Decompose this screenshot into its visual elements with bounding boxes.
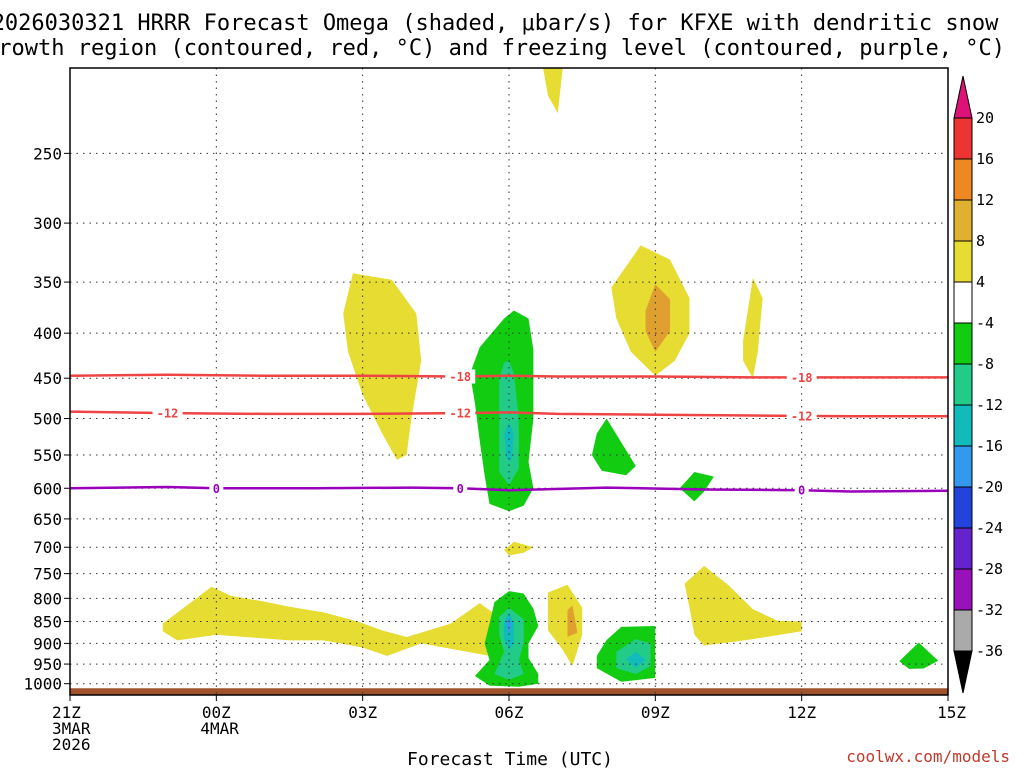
y-tick-label-950: 950 — [33, 655, 62, 674]
y-tick-label-650: 650 — [33, 510, 62, 529]
y-tick-label-750: 750 — [33, 565, 62, 584]
omega-region-12 — [504, 422, 514, 462]
y-tick-label-500: 500 — [33, 410, 62, 429]
colorbar-label--24: -24 — [976, 519, 1003, 537]
isotherm-label--12: -12 — [157, 407, 179, 421]
colorbar-segment--16 — [953, 404, 973, 447]
x-tick-label-0-1: 3MAR — [52, 719, 91, 738]
isotherm-line--18 — [70, 373, 948, 379]
colorbar-label--4: -4 — [976, 314, 994, 332]
colorbar-label--20: -20 — [976, 478, 1003, 496]
colorbar-label-8: 8 — [976, 232, 985, 250]
y-tick-label-900: 900 — [33, 634, 62, 653]
colorbar-label--28: -28 — [976, 560, 1003, 578]
ground-layer — [70, 688, 948, 695]
omega-region-0 — [543, 68, 563, 114]
omega-region-3 — [645, 284, 670, 352]
credit-text: coolwx.com/models — [846, 747, 1010, 766]
colorbar-segment--8 — [953, 322, 973, 365]
isotherm-label-0: 0 — [213, 482, 220, 496]
isotherm-label-0: 0 — [798, 484, 805, 498]
colorbar-segment--12 — [953, 363, 973, 406]
omega-region-21 — [626, 651, 646, 669]
y-tick-label-550: 550 — [33, 446, 62, 465]
isotherm-label-bg — [152, 406, 183, 421]
y-tick-label-800: 800 — [33, 589, 62, 608]
y-tick-label-300: 300 — [33, 214, 62, 233]
x-tick-label-18-0: 15Z — [937, 703, 966, 722]
isotherm-label--12: -12 — [449, 407, 471, 421]
colorbar-segment-4 — [953, 240, 973, 283]
omega-region-22 — [899, 642, 939, 669]
omega-region-7 — [548, 584, 583, 667]
colorbar-segment-8 — [953, 199, 973, 242]
omega-region-5 — [162, 586, 495, 657]
colorbar-segment--4 — [953, 281, 973, 324]
isotherm-label-bg — [786, 408, 817, 423]
isotherm-label-bg — [453, 481, 468, 496]
omega-region-6 — [504, 541, 534, 556]
x-tick-label-3-0: 00Z — [202, 703, 231, 722]
isotherm-label-bg — [786, 370, 817, 385]
colorbar-segment--36 — [953, 609, 973, 652]
x-tick-label-0-0: 21Z — [52, 703, 81, 722]
colorbar: 20 16 12 8 4 -4 -8 -12 -16 -20 -24 -28 -32 -36 — [953, 75, 1003, 694]
isotherm-label-bg — [209, 481, 224, 496]
colorbar-label--32: -32 — [976, 601, 1003, 619]
y-tick-label-250: 250 — [33, 144, 62, 163]
y-tick-label-450: 450 — [33, 369, 62, 388]
colorbar-label--16: -16 — [976, 437, 1003, 455]
x-tick-label-0-2: 2026 — [52, 735, 91, 754]
isotherm-layer: -18 -18 -12 -12 -12 0 0 0 — [70, 369, 948, 498]
colorbar-label-20: 20 — [976, 109, 994, 127]
isotherm-label-bg — [445, 369, 476, 384]
colorbar-segment--28 — [953, 527, 973, 570]
omega-region-13 — [591, 418, 636, 476]
colorbar-label-12: 12 — [976, 191, 994, 209]
y-axis-ticks: 250 300 350 400 450 500 550 600 650 700 750 800 850 9… — [23, 144, 70, 694]
x-axis-label: Forecast Time (UTC) — [407, 749, 613, 768]
omega-region-9 — [684, 565, 802, 646]
isotherm-label-bg — [794, 483, 809, 498]
omega-region-8 — [567, 605, 578, 637]
colorbar-segment-12 — [953, 158, 973, 201]
colorbar-segment--20 — [953, 445, 973, 488]
chart-title-line-1: 2026030321 HRRR Forecast Omega (shaded, … — [0, 11, 999, 36]
x-tick-label-12-0: 09Z — [641, 703, 670, 722]
x-tick-label-9-0: 06Z — [495, 703, 524, 722]
ground-band — [70, 688, 948, 695]
y-tick-label-600: 600 — [33, 479, 62, 498]
isotherm-label--12: -12 — [791, 409, 813, 423]
x-tick-label-3-1: 4MAR — [200, 719, 239, 738]
isotherm-line-0 — [70, 485, 948, 493]
colorbar-label--12: -12 — [976, 396, 1003, 414]
y-tick-label-1000: 1000 — [23, 675, 62, 694]
colorbar-top-arrow — [953, 75, 973, 119]
y-tick-label-850: 850 — [33, 613, 62, 632]
colorbar-label--8: -8 — [976, 355, 994, 373]
colorbar-bottom-arrow — [953, 650, 973, 694]
x-tick-label-6-0: 03Z — [348, 703, 377, 722]
colorbar-label-16: 16 — [976, 150, 994, 168]
colorbar-segment--32 — [953, 568, 973, 611]
omega-region-14 — [679, 472, 714, 502]
colorbar-label-4: 4 — [976, 273, 985, 291]
colorbar-segment-16 — [953, 117, 973, 160]
colorbar-label--36: -36 — [976, 642, 1003, 660]
isotherm-label--18: -18 — [791, 371, 813, 385]
isotherm-label--18: -18 — [449, 370, 471, 384]
y-tick-label-400: 400 — [33, 324, 62, 343]
y-tick-label-700: 700 — [33, 538, 62, 557]
y-tick-label-350: 350 — [33, 273, 62, 292]
omega-region-18 — [506, 617, 512, 634]
chart-title-line-2: growth region (contoured, red, °C) and f… — [0, 36, 1005, 61]
isotherm-line--12 — [70, 410, 948, 418]
omega-region-4 — [743, 277, 763, 379]
colorbar-segment--24 — [953, 486, 973, 529]
isotherm-label-bg — [445, 406, 476, 421]
isotherm-label-0: 0 — [457, 482, 464, 496]
x-tick-label-15-0: 12Z — [787, 703, 816, 722]
